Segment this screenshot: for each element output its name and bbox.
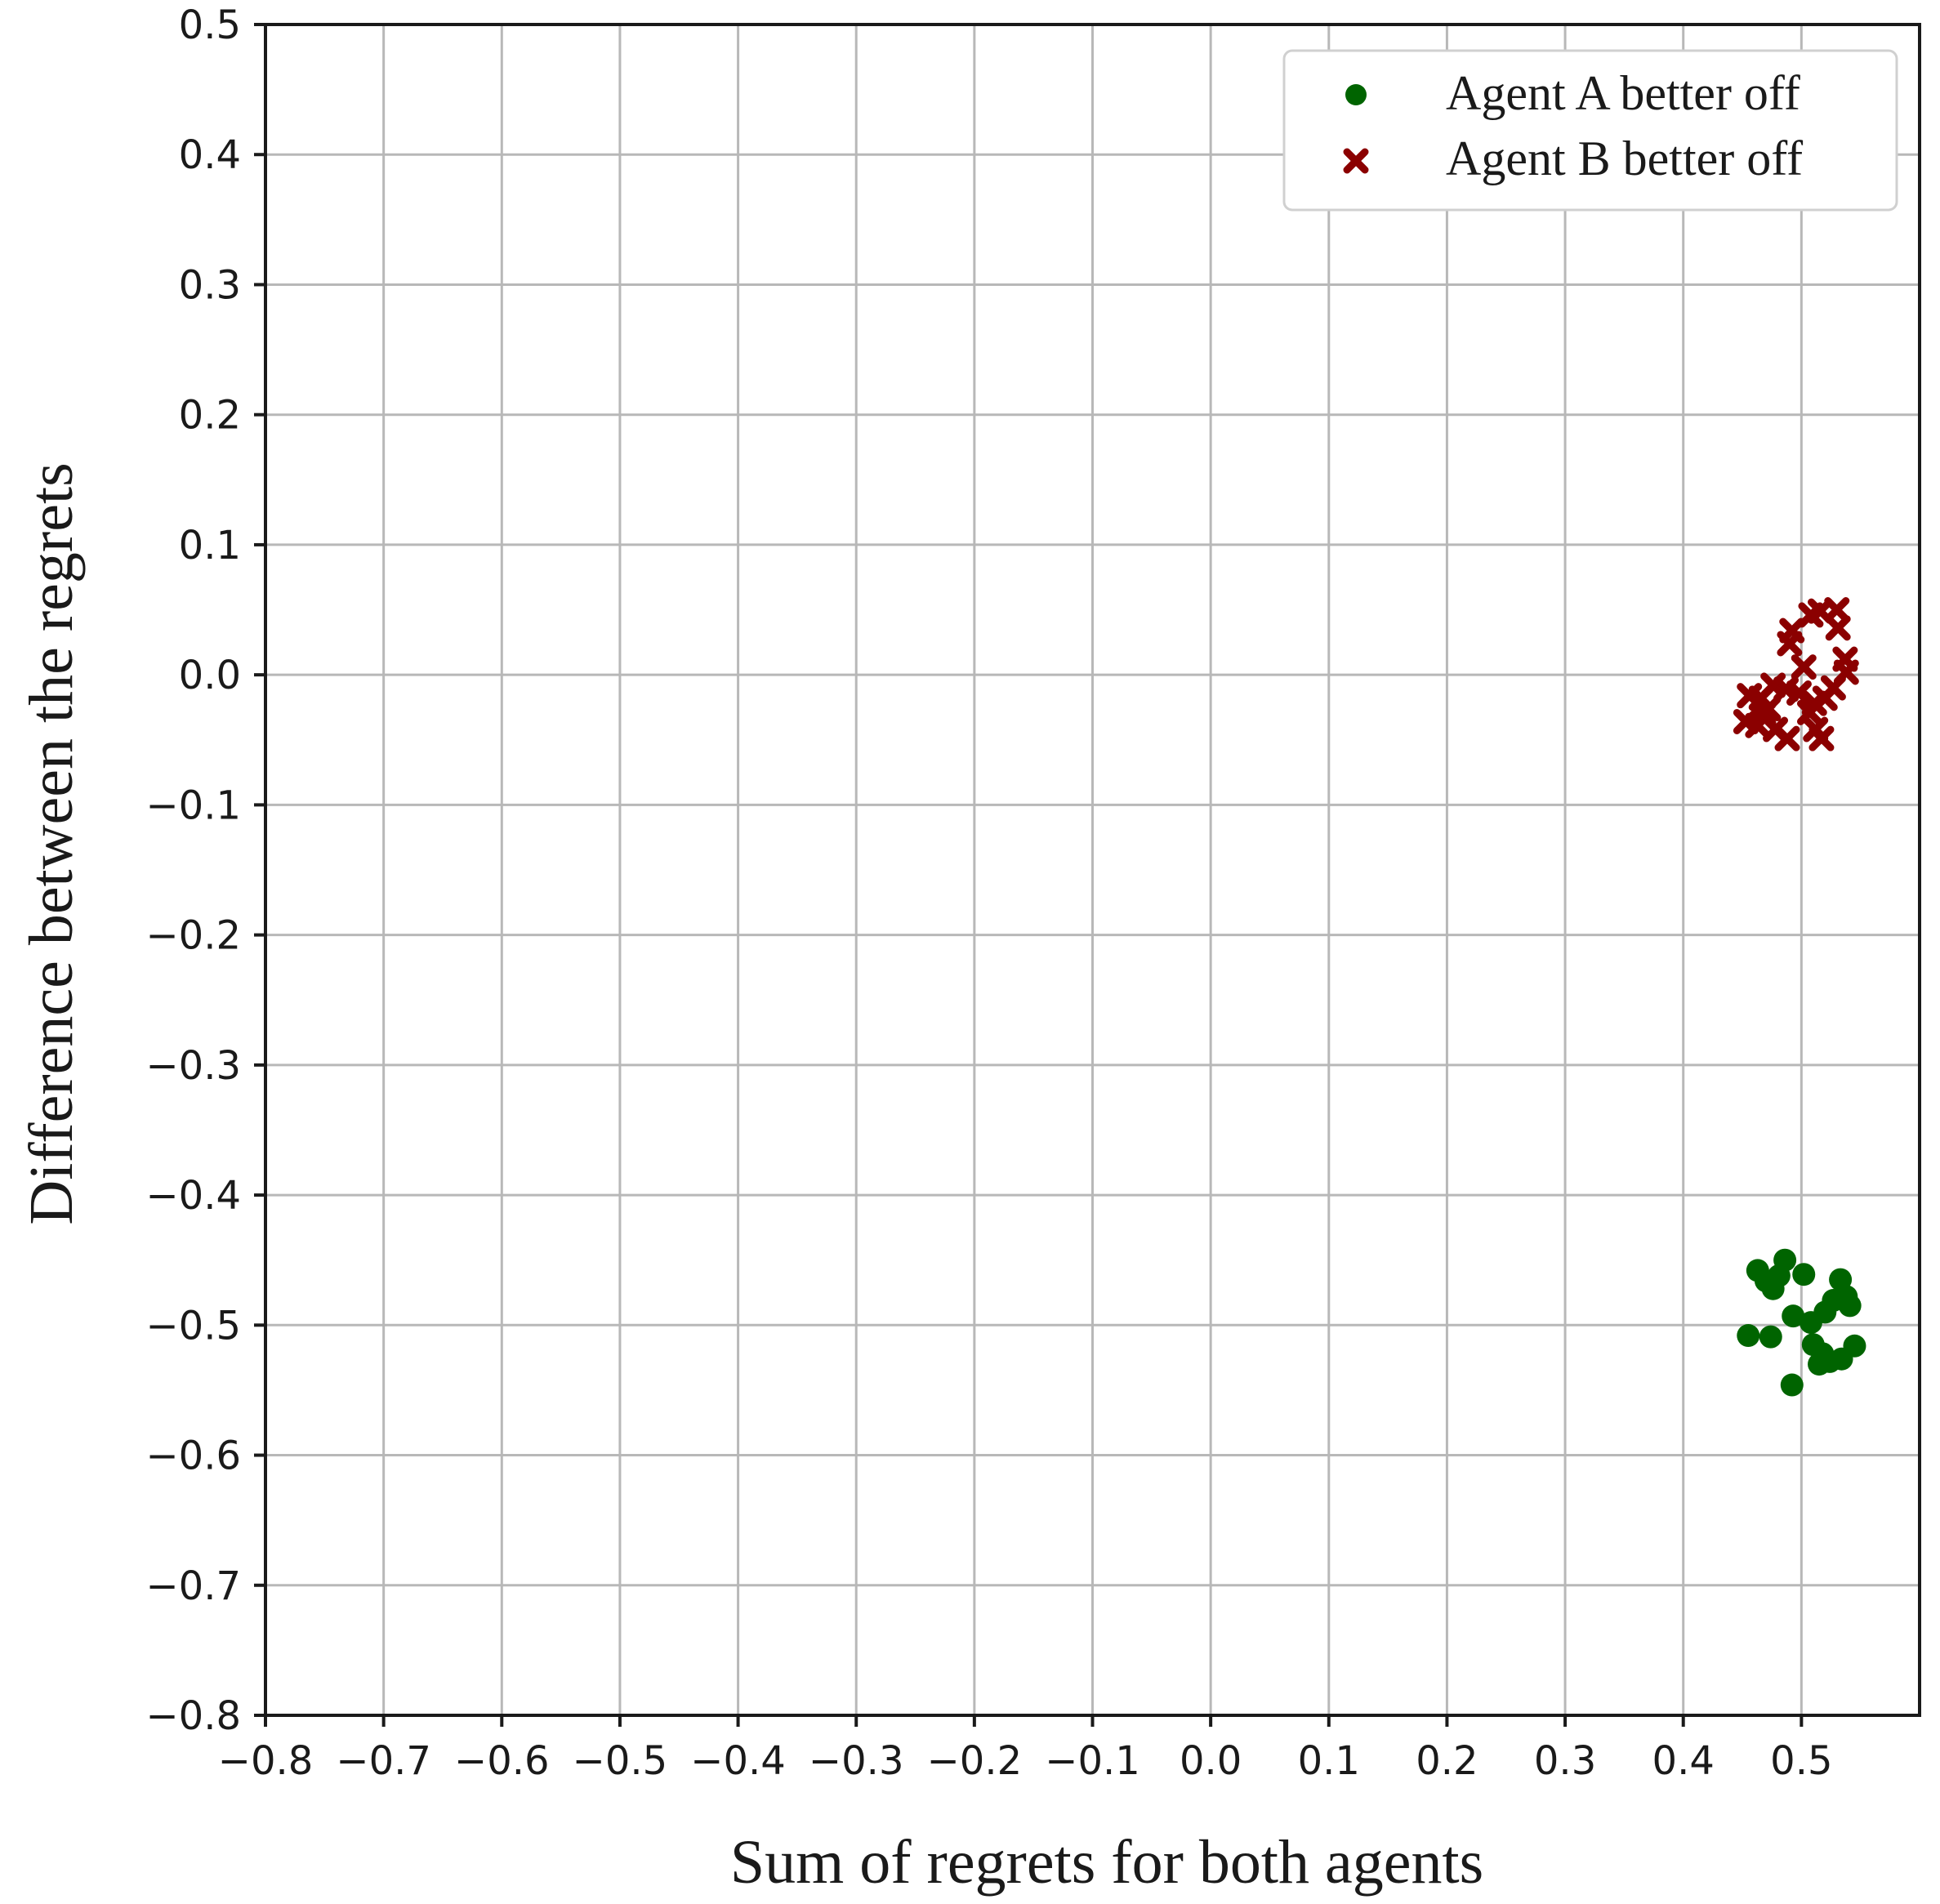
y-tick-label: 0.3 (179, 262, 241, 308)
y-tick-label: −0.6 (145, 1434, 241, 1479)
legend-marker-agent-a (1345, 84, 1367, 105)
data-points (1733, 597, 1866, 1397)
y-tick-label: −0.7 (145, 1563, 241, 1609)
agent-a-point (1838, 1294, 1862, 1318)
legend-x-glyph (1343, 148, 1369, 174)
agent-a-point (1808, 1353, 1831, 1376)
y-tick-label: 0.5 (179, 2, 241, 48)
y-tick-label: −0.1 (145, 783, 241, 828)
agent-b-point (1755, 696, 1782, 722)
agent-a-point (1767, 1264, 1791, 1287)
grid (264, 23, 1920, 1717)
agent-b-point (1808, 725, 1835, 751)
agent-a-point (1843, 1334, 1866, 1358)
y-tick-label: 0.4 (179, 132, 241, 178)
x-tick-label: 0.1 (1298, 1738, 1360, 1784)
x-tick-label: −0.7 (336, 1738, 431, 1784)
x-tick-label: 0.4 (1652, 1738, 1715, 1784)
agent-a-point (1782, 1304, 1805, 1328)
y-tick-label: 0.2 (179, 393, 241, 439)
y-axis-label: Difference between the regrets (17, 462, 86, 1224)
x-tick-label: −0.1 (1045, 1738, 1140, 1784)
x-tick-label: −0.2 (927, 1738, 1023, 1784)
x-tick-label: 0.2 (1416, 1738, 1478, 1784)
agent-b-point (1825, 615, 1851, 641)
x-tick-label: 0.3 (1534, 1738, 1596, 1784)
x-tick-label: −0.6 (454, 1738, 550, 1784)
x-tick-label: 0.0 (1180, 1738, 1242, 1784)
x-axis-label: Sum of regrets for both agents (730, 1828, 1483, 1897)
y-tick-label: −0.5 (145, 1303, 241, 1349)
x-tick-label: −0.5 (573, 1738, 668, 1784)
agent-a-point (1799, 1311, 1822, 1335)
legend-label-agent-b: Agent B better off (1446, 132, 1803, 185)
y-tick-label: 0.1 (179, 523, 241, 569)
y-tick-label: −0.3 (145, 1043, 241, 1089)
agent-b-point (1774, 725, 1800, 751)
y-tick-label: 0.0 (179, 653, 241, 698)
x-tick-label: −0.4 (690, 1738, 786, 1784)
y-tick-label: −0.4 (145, 1173, 241, 1219)
agent-b-point (1824, 597, 1850, 623)
y-tick-label: −0.8 (145, 1693, 241, 1739)
legend: Agent A better off Agent B better off (1282, 49, 1898, 212)
agent-a-point (1780, 1373, 1804, 1397)
agent-a-point (1759, 1325, 1782, 1349)
x-tick-label: −0.8 (218, 1738, 314, 1784)
agent-b-point (1733, 708, 1759, 734)
y-tick-label: −0.2 (145, 913, 241, 959)
agent-a-point (1792, 1263, 1816, 1286)
legend-box (1282, 49, 1898, 212)
agent-b-point (1791, 654, 1817, 680)
legend-marker-agent-b (1343, 148, 1369, 174)
legend-label-agent-a: Agent A better off (1446, 66, 1800, 120)
agent-a-point (1737, 1324, 1760, 1348)
y-tick-labels: 0.5 0.4 0.3 0.2 0.1 0.0 −0.1 −0.2 −0.3 −0.4 −0.5 −0… (145, 2, 241, 1739)
x-tick-labels: −0.8 −0.7 −0.6 −0.5 −0.4 −0.3 −0.2 −0.1 0.0 0.1 0.… (218, 1738, 1833, 1784)
ticks (254, 23, 1804, 1727)
x-tick-label: −0.3 (809, 1738, 904, 1784)
x-tick-label: 0.5 (1770, 1738, 1832, 1784)
agent-b-point (1777, 631, 1803, 657)
